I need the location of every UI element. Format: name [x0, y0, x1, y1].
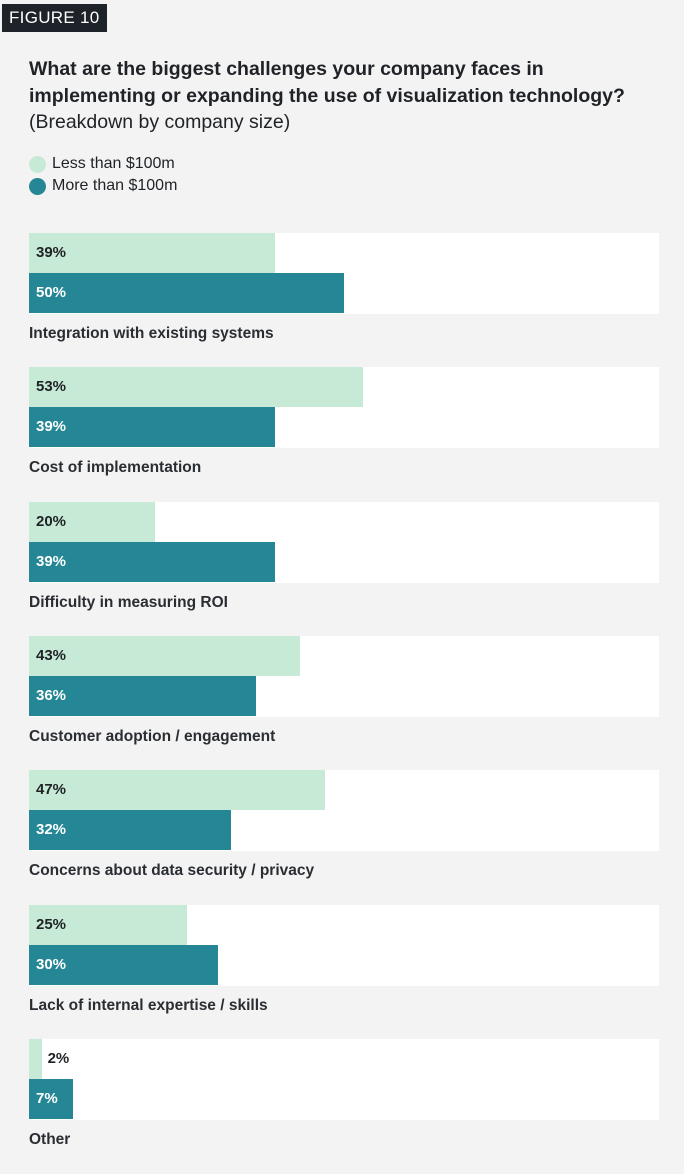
data-label-large: 50% [36, 284, 67, 301]
bar-small [29, 367, 363, 407]
data-label-small: 20% [36, 513, 67, 530]
bar-large [29, 407, 275, 447]
data-label-large: 39% [36, 553, 67, 570]
bar-small [29, 233, 275, 273]
bar-large [29, 676, 256, 716]
data-label-small: 2% [47, 1050, 70, 1067]
category-label: Customer adoption / engagement [29, 728, 276, 745]
data-label-small: 53% [36, 378, 67, 395]
legend-label-large: More than $100m [52, 177, 178, 194]
data-label-large: 7% [36, 1090, 58, 1107]
category-label: Concerns about data security / privacy [29, 862, 315, 879]
bar-small [29, 905, 187, 945]
data-label-large: 32% [36, 821, 67, 838]
category-label: Difficulty in measuring ROI [29, 594, 228, 611]
bar-large [29, 945, 218, 985]
bar-large [29, 542, 275, 582]
data-label-small: 43% [36, 647, 67, 664]
bar-large [29, 1079, 74, 1119]
category-label: Lack of internal expertise / skills [29, 997, 268, 1014]
legend-label-small: Less than $100m [52, 155, 175, 172]
legend: Less than $100m More than $100m [29, 153, 177, 197]
bar-small [29, 502, 155, 542]
bar-small [29, 770, 326, 810]
data-label-large: 36% [36, 687, 67, 704]
category-label: Cost of implementation [29, 459, 202, 476]
chart-subtitle: (Breakdown by company size) [29, 111, 291, 133]
data-label-small: 47% [36, 781, 67, 798]
bar-small [29, 636, 300, 676]
bar-large [29, 273, 344, 313]
bar-large [29, 810, 231, 850]
category-label: Integration with existing systems [29, 325, 274, 342]
bar-track [29, 1039, 659, 1120]
legend-swatch-small [29, 155, 46, 173]
legend-item-small-companies: Less than $100m [29, 153, 177, 175]
data-label-small: 25% [36, 916, 67, 933]
legend-swatch-large [29, 177, 46, 195]
chart-title: What are the biggest challenges your com… [29, 58, 625, 107]
data-label-large: 30% [36, 956, 67, 973]
bar-small [29, 1039, 42, 1079]
data-label-large: 39% [36, 418, 67, 435]
figure-label: FIGURE 10 [2, 4, 107, 32]
legend-item-large-companies: More than $100m [29, 175, 177, 197]
data-label-small: 39% [36, 244, 67, 261]
category-label: Other [29, 1131, 71, 1148]
